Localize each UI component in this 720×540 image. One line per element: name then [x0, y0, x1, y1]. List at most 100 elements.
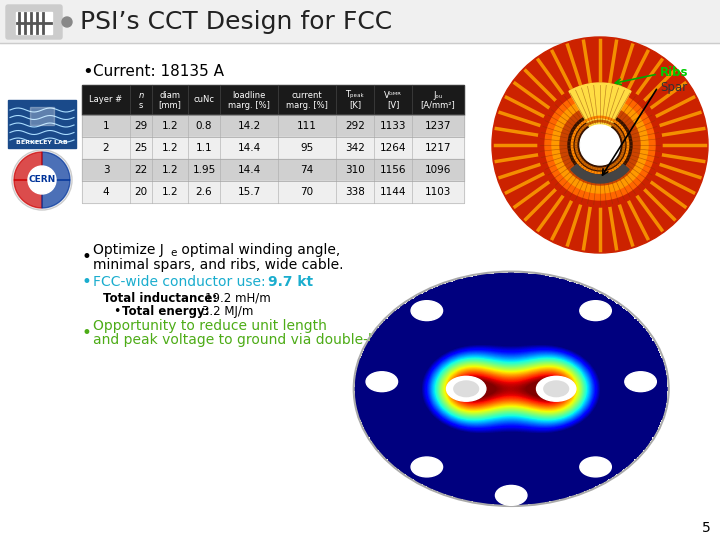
Text: 14.2: 14.2	[238, 121, 261, 131]
Bar	[336, 85, 374, 115]
Circle shape	[411, 301, 443, 321]
Bar	[412, 115, 464, 137]
Text: PSI’s CCT Design for FCC: PSI’s CCT Design for FCC	[80, 10, 392, 34]
Bar	[82, 85, 130, 115]
Text: •: •	[82, 324, 92, 342]
Text: 4: 4	[103, 187, 109, 197]
Text: Vᴳᴹᴿ: Vᴳᴹᴿ	[384, 91, 402, 99]
Text: 1096: 1096	[425, 165, 451, 175]
Bar	[220, 159, 278, 181]
Circle shape	[560, 105, 640, 185]
Text: 342: 342	[345, 143, 365, 153]
Text: [mm]: [mm]	[158, 100, 181, 110]
Text: optimal winding angle,: optimal winding angle,	[177, 243, 341, 257]
Text: 95: 95	[300, 143, 314, 153]
Bar	[412, 137, 464, 159]
Bar	[412, 85, 464, 115]
Text: 70: 70	[300, 187, 314, 197]
Bar	[220, 115, 278, 137]
Text: minimal spars, and ribs, wide cable.: minimal spars, and ribs, wide cable.	[93, 258, 343, 272]
Text: marg. [%]: marg. [%]	[286, 100, 328, 110]
Bar	[82, 159, 130, 181]
Text: 1217: 1217	[425, 143, 451, 153]
Text: and peak voltage to ground via double-helix.: and peak voltage to ground via double-he…	[93, 333, 405, 347]
Text: Current: 18135 A: Current: 18135 A	[93, 64, 224, 79]
Text: Layer #: Layer #	[89, 96, 122, 105]
Text: FCC-wide conductor use:: FCC-wide conductor use:	[93, 275, 270, 289]
Bar	[220, 85, 278, 115]
Circle shape	[492, 37, 708, 253]
Text: 29: 29	[135, 121, 148, 131]
Bar	[152, 115, 188, 137]
Circle shape	[62, 17, 72, 27]
Text: Jₒᵤ: Jₒᵤ	[433, 91, 443, 99]
Bar	[336, 137, 374, 159]
Polygon shape	[42, 152, 70, 180]
Text: 1103: 1103	[425, 187, 451, 197]
Bar	[412, 159, 464, 181]
Text: 1156: 1156	[379, 165, 406, 175]
Text: 2.6: 2.6	[196, 187, 212, 197]
Circle shape	[495, 485, 527, 505]
Text: Spar: Spar	[660, 80, 687, 93]
Text: 111: 111	[297, 121, 317, 131]
Bar	[0, 0, 720, 43]
Text: Ribs: Ribs	[660, 65, 688, 78]
Text: cuNc: cuNc	[194, 96, 215, 105]
Circle shape	[545, 90, 655, 200]
Text: Tₚₑₐₖ: Tₚₑₐₖ	[346, 91, 364, 99]
Text: 20: 20	[135, 187, 148, 197]
Circle shape	[454, 381, 479, 396]
Bar	[374, 115, 412, 137]
Bar	[374, 181, 412, 203]
Bar	[82, 137, 130, 159]
Bar	[374, 85, 412, 115]
Bar	[8, 100, 76, 148]
Bar	[220, 181, 278, 203]
Bar	[130, 85, 152, 115]
Text: •: •	[82, 63, 93, 81]
Bar	[278, 159, 336, 181]
Bar	[278, 115, 336, 137]
Circle shape	[28, 166, 56, 194]
Circle shape	[411, 457, 443, 477]
Text: 1144: 1144	[379, 187, 406, 197]
Text: 1.2: 1.2	[162, 143, 179, 153]
Text: CERN: CERN	[28, 176, 55, 185]
Text: marg. [%]: marg. [%]	[228, 100, 270, 110]
Text: 1.2: 1.2	[162, 165, 179, 175]
FancyBboxPatch shape	[6, 5, 62, 39]
Bar	[278, 85, 336, 115]
Text: Opportunity to reduce unit length: Opportunity to reduce unit length	[93, 319, 327, 333]
Bar	[130, 181, 152, 203]
Circle shape	[12, 150, 72, 210]
Bar	[188, 137, 220, 159]
Text: 1.2: 1.2	[162, 121, 179, 131]
Circle shape	[552, 97, 648, 193]
Text: 338: 338	[345, 187, 365, 197]
Text: Total energy:: Total energy:	[122, 306, 210, 319]
Text: 310: 310	[345, 165, 365, 175]
Circle shape	[544, 381, 569, 396]
Bar	[152, 159, 188, 181]
Text: 74: 74	[300, 165, 314, 175]
Circle shape	[580, 457, 611, 477]
Text: 1.95: 1.95	[192, 165, 215, 175]
Text: diam: diam	[160, 91, 181, 99]
Text: 1.1: 1.1	[196, 143, 212, 153]
Text: e: e	[170, 248, 176, 258]
Bar	[130, 115, 152, 137]
Bar	[16, 12, 52, 34]
Text: 19.2 mH/m: 19.2 mH/m	[205, 292, 271, 305]
Polygon shape	[571, 164, 629, 183]
Text: •: •	[82, 248, 92, 266]
Text: loadline: loadline	[233, 91, 266, 99]
Text: 25: 25	[135, 143, 148, 153]
Text: [K]: [K]	[349, 100, 361, 110]
Text: 14.4: 14.4	[238, 165, 261, 175]
Bar	[188, 159, 220, 181]
Polygon shape	[14, 152, 42, 180]
Bar	[82, 115, 130, 137]
Circle shape	[580, 301, 611, 321]
Bar	[152, 181, 188, 203]
